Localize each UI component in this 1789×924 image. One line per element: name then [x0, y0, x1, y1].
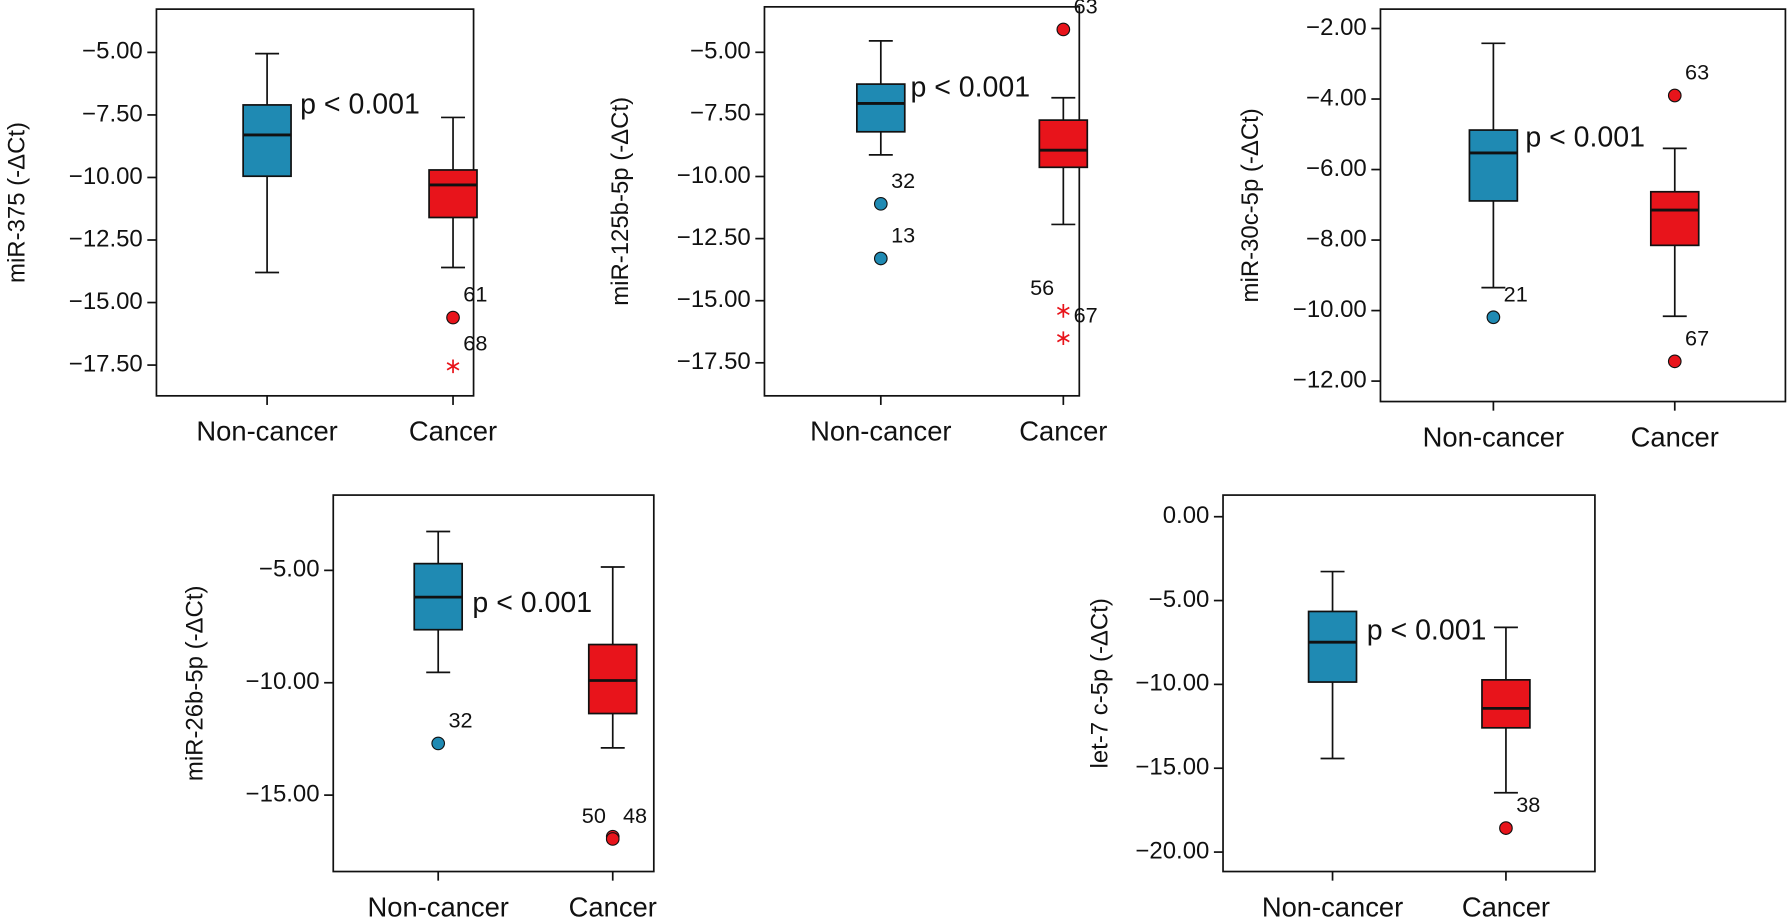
y-tick-label: −17.50 [69, 350, 143, 377]
outlier [1056, 22, 1071, 37]
box [1038, 119, 1089, 169]
box-plot: −2.00 −4.00 −6.00 −8.00 −10.00 −12.00 miR-30c-… [1237, 8, 1787, 452]
outlier-label: 63 [1074, 0, 1098, 18]
plot-frame [155, 8, 475, 397]
annotation: p < 0.001 [1525, 122, 1645, 154]
y-tick-label: −15.00 [677, 286, 751, 313]
outlier-label: 32 [891, 168, 915, 193]
outlier [873, 251, 888, 266]
outlier [1499, 821, 1513, 835]
outlier-label: 67 [1685, 325, 1709, 350]
y-axis-label: miR-375 (-ΔCt) [4, 122, 31, 283]
box [856, 83, 906, 133]
outlier-label: 61 [463, 282, 487, 307]
y-tick-label: −15.00 [69, 288, 143, 315]
y-axis-label: let-7 c-5p (-ΔCt) [1086, 598, 1113, 768]
x-tick-label: Cancer [1019, 416, 1107, 447]
box [1468, 129, 1519, 202]
x-tick-label: Non-cancer [1262, 891, 1403, 922]
y-tick-label: −5.00 [82, 38, 143, 65]
x-tick-label: Cancer [1462, 891, 1550, 922]
box [242, 104, 292, 178]
y-tick-label: −10.00 [69, 163, 143, 190]
y-tick-label: −2.00 [1306, 14, 1367, 41]
outlier [605, 832, 620, 846]
outlier [1486, 310, 1501, 325]
y-tick-label: −12.50 [677, 224, 751, 251]
y-axis-label: miR-125b-5p (-ΔCt) [607, 97, 634, 306]
outlier [1667, 354, 1682, 369]
outlier-label: 56 [1030, 275, 1054, 300]
outlier-label: 50 [582, 803, 606, 828]
outlier [1667, 88, 1682, 103]
box [1307, 610, 1358, 683]
box [1649, 190, 1700, 247]
outlier-label: 48 [623, 803, 647, 828]
box-plot: −5.00 −7.50 −10.00 −12.50 −15.00 −17.50 miR-37… [4, 8, 497, 447]
y-tick-label: −7.50 [690, 100, 751, 127]
outlier-label: 38 [1516, 792, 1540, 817]
outlier [873, 196, 888, 211]
annotation: p < 0.001 [472, 587, 592, 619]
annotation: p < 0.001 [300, 89, 420, 121]
y-tick-label: −10.00 [677, 162, 751, 189]
outlier-label: 67 [1074, 302, 1098, 327]
outlier-star [1056, 331, 1070, 346]
y-tick-label: −10.00 [1135, 670, 1209, 697]
y-tick-label: −8.00 [1306, 225, 1367, 252]
x-tick-label: Cancer [409, 416, 497, 447]
outlier [431, 736, 446, 751]
plot-frame [1222, 494, 1596, 873]
annotation: p < 0.001 [910, 72, 1030, 104]
box [587, 643, 638, 715]
y-tick-label: −10.00 [246, 668, 320, 695]
outlier-label: 13 [891, 223, 915, 248]
outlier [446, 310, 460, 325]
box-plot: −5.00 −10.00 −15.00 miR-26b-5p (-ΔCt) p < 0.… [182, 494, 657, 922]
x-tick-label: Cancer [569, 891, 657, 922]
y-tick-label: −10.00 [1293, 296, 1367, 323]
outlier-star [1056, 304, 1070, 318]
y-tick-label: −5.00 [259, 556, 320, 583]
y-axis-label: miR-26b-5p (-ΔCt) [182, 586, 209, 782]
x-tick-label: Non-cancer [367, 891, 508, 922]
x-tick-label: Non-cancer [196, 416, 337, 447]
y-tick-label: −7.50 [82, 100, 143, 127]
annotation: p < 0.001 [1367, 615, 1487, 647]
y-tick-label: 0.00 [1163, 502, 1210, 529]
y-axis-label: miR-30c-5p (-ΔCt) [1237, 108, 1264, 302]
y-tick-label: −5.00 [1149, 586, 1210, 613]
y-tick-label: −5.00 [690, 38, 751, 65]
y-tick-label: −6.00 [1306, 155, 1367, 182]
box-plot: −5.00 −7.50 −10.00 −12.50 −15.00 −17.50 miR-12… [607, 0, 1107, 447]
box [1481, 679, 1531, 729]
box-plot: 0.00 −5.00 −10.00 −15.00 −20.00 let-7 c-5p (-… [1086, 494, 1596, 922]
y-tick-label: −20.00 [1135, 837, 1209, 864]
y-tick-label: −17.50 [677, 348, 751, 375]
y-tick-label: −15.00 [1135, 754, 1209, 781]
outlier-label: 21 [1504, 281, 1528, 306]
outlier-star [446, 359, 460, 374]
y-tick-label: −12.50 [69, 225, 143, 252]
x-tick-label: Cancer [1631, 421, 1719, 452]
x-tick-label: Non-cancer [1423, 421, 1564, 452]
x-tick-label: Non-cancer [810, 416, 951, 447]
outlier-label: 63 [1685, 60, 1709, 85]
outlier-label: 32 [448, 707, 472, 732]
y-tick-label: −4.00 [1306, 84, 1367, 111]
plot-frame [1379, 8, 1787, 403]
y-tick-label: −15.00 [246, 780, 320, 807]
box [428, 169, 478, 219]
outlier-label: 68 [463, 330, 487, 355]
y-tick-label: −12.00 [1293, 366, 1367, 393]
plot-frame [763, 5, 1081, 397]
